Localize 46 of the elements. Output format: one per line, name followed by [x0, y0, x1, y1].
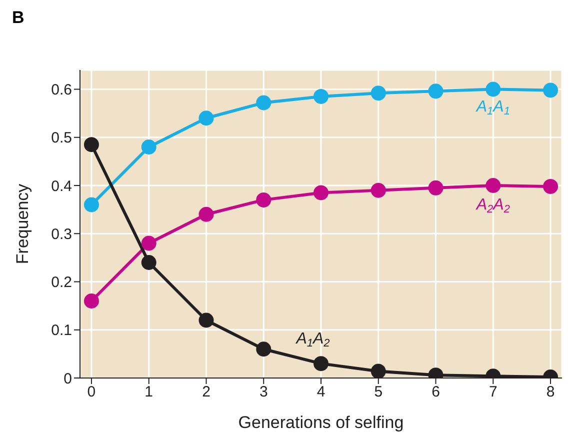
point [141, 255, 156, 270]
point [543, 82, 558, 98]
point [314, 88, 328, 104]
x-tick-label: 5 [374, 384, 383, 401]
x-tick-label: 2 [202, 384, 210, 401]
point [141, 236, 156, 251]
point [428, 84, 444, 99]
x-axis-title: Generations of selfing [238, 413, 404, 432]
x-tick-label: 7 [488, 384, 498, 401]
x-tick-label: 3 [259, 384, 268, 401]
point [84, 137, 99, 152]
point [314, 356, 328, 372]
point [141, 140, 156, 154]
series-label: A$_{1}$A$_{2}$ [295, 330, 330, 350]
point [314, 185, 328, 200]
series-label: A$_{1}$A$_{1}$ [475, 98, 510, 117]
point [256, 95, 272, 110]
point [84, 294, 99, 308]
point [428, 180, 444, 196]
point [198, 110, 214, 126]
chart-title: B [11, 8, 26, 29]
x-tick-label: 4 [316, 384, 326, 401]
y-tick-label: 0 [64, 370, 72, 388]
x-tick-label: 8 [546, 384, 555, 401]
point [256, 342, 272, 357]
series-label: A$_{2}$A$_{2}$ [475, 196, 510, 216]
point [543, 178, 558, 194]
y-tick-label: 0.5 [51, 130, 72, 147]
x-tick-label: 0 [87, 384, 96, 401]
y-axis-title: Frequency [13, 183, 32, 264]
point [84, 197, 99, 212]
y-tick-label: 0.1 [51, 322, 72, 340]
x-tick-label: 6 [432, 384, 440, 401]
y-tick-label: 0.4 [51, 178, 72, 195]
y-tick-label: 0.3 [51, 226, 72, 243]
point [370, 364, 386, 378]
point [370, 182, 386, 198]
point [198, 206, 214, 222]
point [486, 82, 501, 97]
x-tick-label: 1 [144, 384, 154, 401]
point [486, 178, 501, 193]
y-tick-label: 0.6 [51, 82, 72, 99]
point [256, 192, 272, 208]
point [370, 86, 386, 101]
point [198, 312, 214, 328]
y-tick-label: 0.2 [51, 274, 72, 292]
